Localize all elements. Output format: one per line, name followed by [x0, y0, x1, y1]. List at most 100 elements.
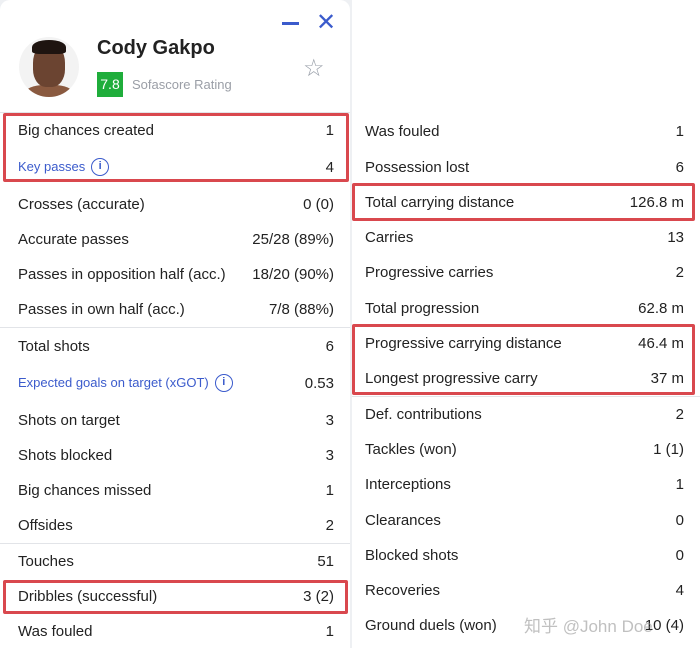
- highlight-box: [352, 324, 695, 395]
- stat-row: Total progression 62.8 m: [352, 291, 700, 325]
- stat-label: Blocked shots: [365, 546, 459, 564]
- favorite-star-icon[interactable]: ☆: [303, 55, 325, 82]
- stat-value: 25/28 (89%): [252, 230, 334, 248]
- stat-row: Key passes i 4: [0, 150, 350, 184]
- stat-value: 1: [325, 622, 334, 640]
- stat-row: Big chances missed 1: [0, 473, 350, 507]
- stat-label: Ground duels (won): [365, 616, 497, 634]
- rating-label: Sofascore Rating: [132, 77, 232, 92]
- highlight-box: [3, 113, 349, 182]
- stat-value: 13: [667, 228, 684, 246]
- stat-row: Big chances created 1: [0, 113, 350, 147]
- stat-value: 0: [675, 546, 684, 564]
- stat-value: 46.4 m: [638, 334, 684, 352]
- rating-badge: 7.8: [97, 72, 123, 97]
- stat-value: 37 m: [650, 369, 684, 387]
- stat-label: Possession lost: [365, 158, 470, 176]
- stat-label: Passes in opposition half (acc.): [18, 265, 226, 283]
- stat-label: Touches: [18, 552, 74, 570]
- stat-label: Was fouled: [365, 122, 440, 140]
- stat-value: 1: [325, 121, 334, 139]
- stat-label: Offsides: [18, 516, 73, 534]
- stat-value: 10 (4): [644, 616, 684, 634]
- stat-value: 3: [325, 411, 334, 429]
- stat-label: Def. contributions: [365, 405, 482, 423]
- stat-row: Dribbles (successful) 3 (2): [0, 579, 350, 613]
- stat-row: Total carrying distance 126.8 m: [352, 185, 700, 219]
- stat-row: Carries 13: [352, 220, 700, 254]
- stat-value: 7/8 (88%): [268, 300, 334, 318]
- stat-label: Big chances missed: [18, 481, 152, 499]
- stat-value: 3: [325, 446, 334, 464]
- stat-label: Shots on target: [18, 411, 120, 429]
- stat-value: 1: [675, 475, 684, 493]
- stat-row: Tackles (won) 1 (1): [352, 432, 700, 466]
- stat-row: Was fouled 1: [352, 114, 700, 148]
- stat-row: Interceptions 1: [352, 467, 700, 501]
- stat-label: Big chances created: [18, 121, 154, 139]
- highlight-box: [3, 580, 348, 614]
- stat-value: 18/20 (90%): [252, 265, 334, 283]
- info-icon[interactable]: i: [214, 374, 233, 393]
- stat-row: Shots on target 3: [0, 403, 350, 437]
- stat-label: Carries: [365, 228, 414, 246]
- stat-value: 2: [675, 263, 684, 281]
- stat-row: Total shots 6: [0, 329, 350, 363]
- stat-value: 2: [675, 405, 684, 423]
- stat-row: Progressive carrying distance 46.4 m: [352, 326, 700, 360]
- stat-value: 62.8 m: [638, 299, 684, 317]
- stat-label: Key passes: [18, 158, 86, 174]
- stat-value: 0: [675, 511, 684, 529]
- stat-label: Total shots: [18, 337, 90, 355]
- minimize-button[interactable]: [282, 22, 299, 25]
- stat-label: Progressive carrying distance: [365, 334, 562, 352]
- stat-value: 0.53: [304, 374, 334, 392]
- stat-row: Touches 51: [0, 544, 350, 578]
- stat-label: Was fouled: [18, 622, 93, 640]
- stat-row: Def. contributions 2: [352, 397, 700, 431]
- stat-value: 1: [675, 122, 684, 140]
- stat-value: 51: [317, 552, 334, 570]
- stat-label: Dribbles (successful): [18, 587, 158, 605]
- highlight-box: [352, 183, 695, 221]
- player-name[interactable]: Cody Gakpo: [97, 37, 215, 59]
- stat-row: Progressive carries 2: [352, 255, 700, 289]
- stat-row: Was fouled 1: [0, 614, 350, 648]
- stat-label: Tackles (won): [365, 440, 457, 458]
- watermark: 知乎 @John Doe: [524, 617, 653, 636]
- stat-label: Crosses (accurate): [18, 195, 145, 213]
- stat-row: Passes in own half (acc.) 7/8 (88%): [0, 292, 350, 326]
- stat-row: Expected goals on target (xGOT) i 0.53: [0, 366, 350, 400]
- stat-value: 4: [325, 158, 334, 176]
- stat-row: Passes in opposition half (acc.) 18/20 (9…: [0, 257, 350, 291]
- stat-row: Shots blocked 3: [0, 438, 350, 472]
- stat-row: Longest progressive carry 37 m: [352, 361, 700, 395]
- stat-label: Interceptions: [365, 475, 451, 493]
- stat-value: 1: [325, 481, 334, 499]
- stat-label: Accurate passes: [18, 230, 129, 248]
- info-icon[interactable]: i: [91, 158, 110, 177]
- stat-label: Longest progressive carry: [365, 369, 538, 387]
- stat-value: 126.8 m: [629, 193, 684, 211]
- avatar: [19, 37, 79, 97]
- stat-label: Total progression: [365, 299, 480, 317]
- close-button[interactable]: ✕: [316, 9, 337, 36]
- stat-label: Progressive carries: [365, 263, 494, 281]
- stat-label: Recoveries: [365, 581, 441, 599]
- stat-row: Ground duels (won) 10 (4): [352, 608, 700, 642]
- stat-label: Passes in own half (acc.): [18, 300, 185, 318]
- stat-label: Expected goals on target (xGOT): [18, 374, 209, 390]
- stat-row: Possession lost 6: [352, 150, 700, 184]
- stat-value: 0 (0): [303, 195, 334, 213]
- stat-value: 6: [325, 337, 334, 355]
- stat-row: Offsides 2: [0, 508, 350, 542]
- stat-value: 1 (1): [653, 440, 684, 458]
- stat-label: Shots blocked: [18, 446, 113, 464]
- stat-value: 3 (2): [303, 587, 334, 605]
- stat-row: Blocked shots 0: [352, 538, 700, 572]
- stat-label: Total carrying distance: [365, 193, 515, 211]
- stat-value: 2: [325, 516, 334, 534]
- stat-value: 4: [675, 581, 684, 599]
- player-stats-panel-left: ✕ Cody Gakpo 7.8 Sofascore Rating ☆ Big …: [0, 0, 350, 648]
- stat-row: Recoveries 4: [352, 573, 700, 607]
